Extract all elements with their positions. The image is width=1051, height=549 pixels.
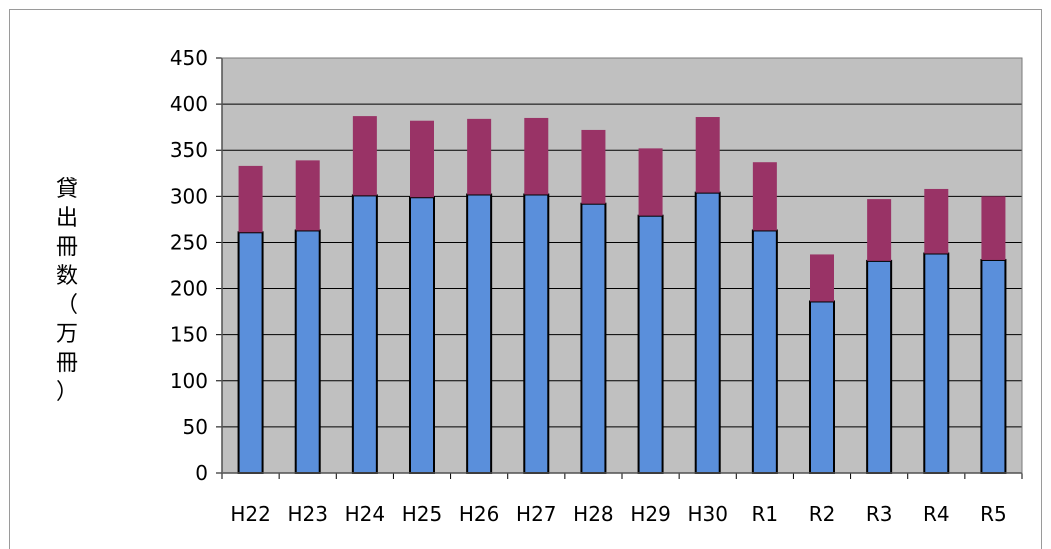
x-tick-label-R2: R2 [809, 502, 836, 526]
bar-R3-segment-2 [867, 199, 892, 261]
bar-R5-segment-1 [980, 258, 1007, 475]
x-tick-label-H23: H23 [287, 502, 328, 526]
bar-R1-segment-1 [751, 229, 778, 474]
y-tick-label: 0 [195, 461, 208, 485]
plot-area [222, 58, 1022, 473]
bar-H30-segment-2 [695, 117, 720, 193]
x-tick-label-H30: H30 [687, 502, 728, 526]
y-tick-label: 300 [170, 184, 208, 208]
x-tick-label-H26: H26 [459, 502, 500, 526]
bar-H22-segment-2 [238, 165, 263, 233]
bar-H25-segment-1 [409, 196, 435, 474]
y-tick-label: 100 [170, 369, 208, 393]
x-tick-label-H27: H27 [516, 502, 557, 526]
bar-R3-segment-1 [866, 259, 893, 474]
y-axis-label: 貸出冊数（万冊） [55, 177, 78, 405]
bar-R4-segment-2 [924, 188, 949, 254]
y-tick-label: 150 [170, 323, 208, 347]
bar-H23-segment-1 [294, 229, 321, 474]
x-tick-label-R3: R3 [866, 502, 893, 526]
bar-R1-segment-2 [752, 162, 777, 231]
chart-frame [9, 9, 1042, 549]
x-tick-label-R5: R5 [980, 502, 1007, 526]
bar-H25-segment-2 [410, 120, 434, 198]
y-tick-label: 50 [183, 415, 208, 439]
x-tick-label-H24: H24 [345, 502, 386, 526]
bar-H29-segment-1 [637, 214, 664, 474]
x-tick-label-H25: H25 [402, 502, 443, 526]
x-tick-label-H22: H22 [230, 502, 271, 526]
bar-H28-segment-1 [580, 202, 607, 474]
x-tick-label-H28: H28 [573, 502, 614, 526]
bar-H27-segment-1 [523, 193, 550, 474]
bar-H27-segment-2 [524, 117, 549, 195]
x-tick-label-R4: R4 [923, 502, 950, 526]
plot-border [221, 57, 1023, 474]
bar-H22-segment-1 [237, 231, 264, 474]
bar-H23-segment-2 [295, 160, 320, 231]
bar-R2-segment-2 [810, 254, 834, 302]
bar-H26-segment-1 [466, 193, 493, 474]
x-tick-label-R1: R1 [752, 502, 779, 526]
bar-H24-segment-2 [352, 116, 377, 196]
bar-R4-segment-1 [923, 252, 950, 474]
bar-H29-segment-2 [638, 148, 663, 216]
y-tick-label: 400 [170, 92, 208, 116]
y-tick-label: 200 [170, 277, 208, 301]
bar-H26-segment-2 [467, 118, 492, 195]
bar-H24-segment-1 [351, 194, 378, 475]
bar-H28-segment-2 [581, 129, 606, 204]
bar-R5-segment-2 [981, 196, 1006, 260]
y-tick-label: 250 [170, 230, 208, 254]
bar-H30-segment-1 [694, 191, 721, 474]
bar-R2-segment-1 [809, 300, 835, 475]
x-tick-label-H29: H29 [630, 502, 671, 526]
y-tick-label: 450 [170, 46, 208, 70]
y-tick-label: 350 [170, 138, 208, 162]
